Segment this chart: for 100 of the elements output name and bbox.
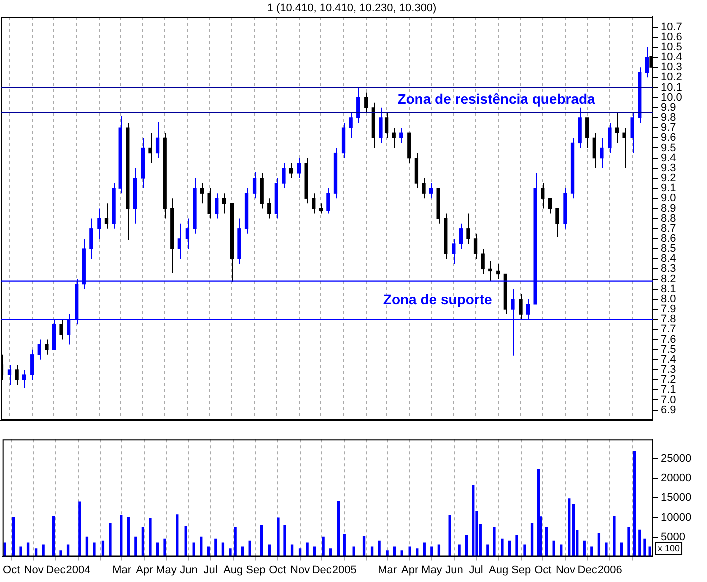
y-tick-label: 8.6 [661,232,676,245]
y-tick-label: 9.5 [661,142,676,154]
bar [127,517,130,557]
y-tick-label: 10.4 [661,52,682,64]
y-tick-label: 25000 [661,453,692,466]
y-tick-label: 8.0 [661,293,676,306]
x-tick-label: Mar [378,564,398,576]
bar [545,527,548,557]
x-tick-label: Oct [3,564,20,576]
y-tick-label: 7.2 [661,374,676,386]
x-tick-label: Aug [224,564,244,576]
bar [472,484,475,557]
y-tick-label: 6.9 [661,404,676,416]
annotation: Zona de resistência quebrada [398,91,596,108]
bar [613,516,616,557]
bar [229,548,232,557]
y-tick-label: 15000 [661,492,692,504]
text: x 100 [658,543,680,554]
y-tick-label: 8.8 [661,212,676,225]
x-tick-label: May [422,564,443,576]
y-tick-label: 8.3 [661,263,676,276]
y-tick-label: 7.0 [661,394,676,406]
y-tick-label: 10.7 [661,21,682,34]
x-tick-label: Apr [136,564,154,576]
x-tick-label: Sep [246,564,266,576]
y-tick-label: 8.9 [661,202,676,215]
y-tick-label: 9.8 [661,112,676,124]
bar [598,533,601,557]
bar [42,544,45,557]
y-tick-label: 9.6 [661,132,676,144]
bar [164,538,166,557]
x-tick-label: 2006 [598,564,622,576]
y-tick-label: 9.7 [661,122,676,134]
bar [12,517,16,557]
y-tick-label: 9.0 [661,192,676,205]
y-tick-label: 7.9 [661,304,676,316]
x-tick-label: Apr [402,564,419,576]
bar [458,544,461,557]
bar [362,536,366,557]
y-tick-label: 7.3 [661,364,676,376]
y-tick-label: 8.1 [661,283,676,296]
bar [338,500,340,557]
bar [524,544,526,557]
x-tick-label: Dec [578,564,598,576]
y-tick-label: 7.6 [661,334,676,346]
bar [142,527,145,557]
bar [638,530,642,557]
bar [200,536,203,557]
x-tick-label: Nov [24,564,44,576]
bar [306,542,309,557]
y-tick-label: 9.1 [661,182,676,195]
x-tick-label: Oct [269,564,286,576]
bar [93,542,96,557]
x-tick-label: Dec [312,564,332,576]
bar [60,550,62,557]
y-tick-label: 8.5 [661,243,676,256]
bar [386,550,389,557]
bar [644,538,646,557]
bar [628,527,630,557]
bar [260,525,264,557]
x-tick-label: Jul [469,564,484,576]
y-tick-label: 10.3 [661,62,682,74]
x-tick-label: Aug [489,564,509,576]
x-tick-label: Jun [446,564,464,576]
bar [134,536,138,557]
bar [501,538,504,557]
bar [322,536,325,557]
bar [343,534,346,557]
bar [234,527,237,557]
y-tick-label: 9.2 [661,172,676,185]
bar [149,518,152,557]
bar [572,504,576,557]
y-tick-label: 10.5 [661,41,682,54]
y-tick-label: 10.2 [661,72,682,84]
y-tick-label: 10.1 [661,82,682,94]
bar [52,516,56,557]
y-tick-label: 5000 [661,531,686,544]
bar [378,540,381,557]
y-tick-label: 9.9 [661,102,676,114]
x-tick-label: Sep [512,564,532,576]
bar [493,527,496,557]
y-tick-label: 10000 [661,512,692,524]
y-tick-label: 20000 [661,472,692,485]
y-tick-label: 7.7 [661,324,676,336]
x-tick-label: Nov [556,564,576,576]
y-tick-label: 10.0 [661,92,682,104]
bar [277,518,280,557]
y-tick-label: 7.8 [661,314,676,326]
bar [184,526,188,557]
chart-title: 1 (10.410, 10.410, 10.230, 10.300) [267,2,437,15]
y-tick-label: 10.6 [661,31,682,44]
bar [86,536,89,557]
bar [176,514,179,557]
bar [284,525,286,557]
bar [109,523,112,557]
x-tick-label: Jun [180,564,198,576]
y-tick-label: 8.4 [661,253,676,266]
x-tick-label: Mar [112,564,132,576]
x-tick-label: 2004 [66,564,91,576]
annotation: Zona de suporte [383,291,492,308]
